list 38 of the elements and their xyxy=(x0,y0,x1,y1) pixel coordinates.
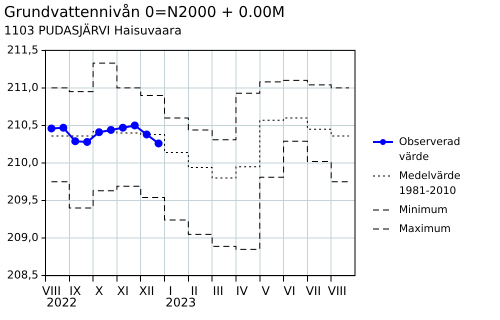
x-tick-label: XI xyxy=(116,284,129,298)
text: 2022 xyxy=(46,296,78,310)
y-tick-label: 211,5 xyxy=(6,43,38,56)
x-tick-label: VII xyxy=(306,284,321,298)
point xyxy=(106,126,115,134)
y-tick-label: 210,5 xyxy=(6,118,38,132)
point xyxy=(47,124,56,132)
x-tick-label: I xyxy=(168,284,172,298)
x-tick-label: X xyxy=(94,284,104,298)
y-tick-label: 210,0 xyxy=(6,156,38,169)
point xyxy=(59,124,68,132)
y-tick-label: 209,0 xyxy=(6,230,38,244)
point xyxy=(83,138,92,146)
chart-subtitle: 1103 PUDASJÄRVI Haisuvaara xyxy=(4,23,182,38)
x-tick-label: VI xyxy=(284,284,296,298)
legend-label: Minimum xyxy=(399,203,449,218)
x-tick-label: VIII xyxy=(328,284,347,298)
point xyxy=(118,124,127,132)
text: 2023 xyxy=(166,296,196,310)
point xyxy=(71,137,80,146)
point xyxy=(154,139,163,148)
chart-title: Grundvattennivån 0=N2000 + 0.00M xyxy=(4,2,285,21)
x-tick-label: XII xyxy=(139,284,154,298)
legend-label: Medelvärde 1981-2010 xyxy=(399,169,462,199)
y-tick-label: 209,5 xyxy=(6,193,38,206)
x-tick-label: II xyxy=(190,284,198,298)
point xyxy=(95,128,104,136)
x-tick-label: IV xyxy=(236,284,249,298)
point xyxy=(142,130,151,138)
y-tick-label: 208,5 xyxy=(6,268,38,282)
y-tick-label: 211,0 xyxy=(6,80,38,94)
x-tick-label: VIII xyxy=(42,284,61,298)
legend-label: Observerad värde xyxy=(399,135,462,165)
point xyxy=(130,121,139,130)
x-tick-label: V xyxy=(262,284,271,298)
legend-label: Maximum xyxy=(399,222,452,237)
x-tick-label: IX xyxy=(69,284,82,298)
x-tick-label: III xyxy=(212,284,224,298)
